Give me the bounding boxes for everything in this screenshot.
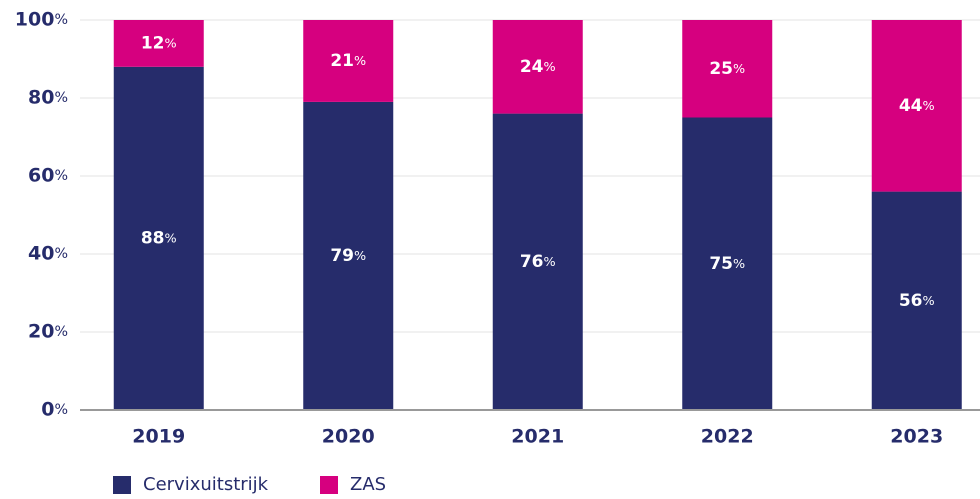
bar-segment: [682, 20, 773, 118]
value-label: 76%: [520, 252, 556, 272]
x-tick-label: 2020: [322, 426, 375, 448]
y-tick-label: 60%: [28, 165, 68, 187]
legend-label: ZAS: [350, 474, 386, 495]
y-tick-label: 40%: [28, 243, 68, 265]
bar-segment: [682, 117, 773, 410]
bar-segment: [871, 20, 962, 192]
legend-swatch: [320, 476, 338, 494]
bar-segment: [303, 20, 394, 102]
x-tick-label: 2022: [701, 426, 754, 448]
x-tick-label: 2023: [890, 426, 943, 448]
value-label: 44%: [899, 96, 935, 116]
bar-segment: [113, 20, 204, 67]
legend-swatch: [113, 476, 131, 494]
value-label: 79%: [330, 246, 366, 266]
value-label: 25%: [709, 59, 745, 79]
bar-segment: [492, 20, 583, 114]
bar-segment: [303, 101, 394, 411]
bar-segment: [871, 191, 962, 410]
legend-label: Cervixuitstrijk: [143, 474, 269, 495]
value-label: 88%: [141, 228, 177, 248]
y-tick-label: 80%: [28, 87, 68, 109]
x-tick-label: 2021: [511, 426, 564, 448]
x-tick-label: 2019: [132, 426, 185, 448]
y-tick-label: 100%: [15, 9, 68, 31]
value-label: 75%: [709, 254, 745, 274]
y-tick-label: 20%: [28, 321, 68, 343]
y-tick-label: 0%: [41, 399, 68, 421]
value-label: 12%: [141, 33, 177, 53]
bar-segment: [113, 66, 204, 411]
value-label: 24%: [520, 57, 556, 77]
value-label: 56%: [899, 291, 935, 311]
bar-segment: [492, 113, 583, 410]
value-label: 21%: [330, 51, 366, 71]
